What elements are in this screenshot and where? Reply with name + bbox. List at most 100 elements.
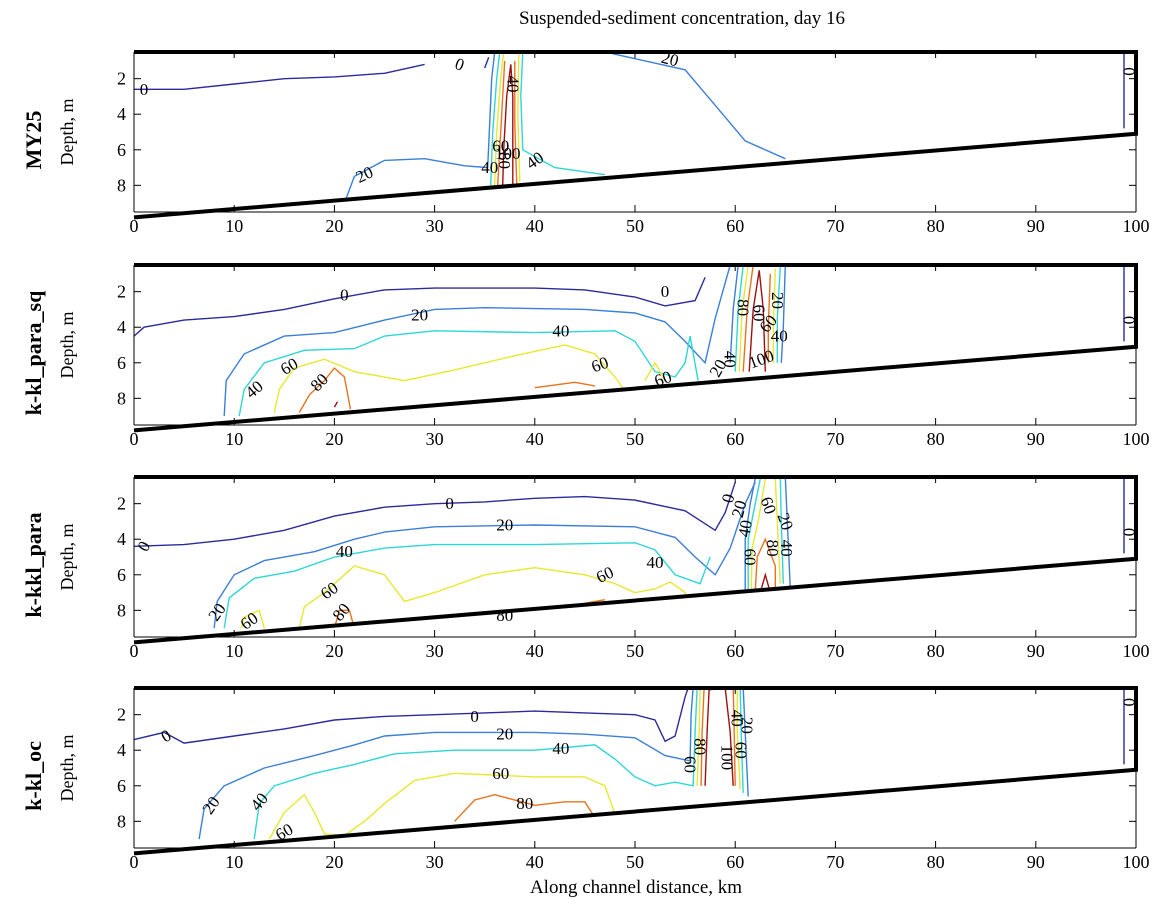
contour-label: 60 [317, 578, 342, 603]
x-tick-label: 100 [1123, 429, 1150, 449]
x-tick-label: 100 [1123, 216, 1150, 236]
contour-label: 100 [495, 144, 521, 163]
x-tick-label: 80 [927, 852, 945, 872]
x-tick-label: 40 [526, 641, 544, 661]
x-tick-label: 0 [130, 641, 139, 661]
contour-label: 40 [728, 710, 747, 727]
contour-label: 40 [771, 327, 788, 346]
contour-label: 80 [516, 794, 533, 813]
contour-label: 20 [768, 292, 787, 309]
contour-line [739, 687, 744, 793]
x-tick-label: 40 [526, 852, 544, 872]
contour-label: 80 [734, 299, 753, 316]
contour-line [514, 60, 518, 186]
contour-line [779, 476, 784, 584]
contour-label: 60 [756, 494, 780, 516]
y-tick-label: 6 [117, 565, 126, 585]
y-tick-label: 4 [117, 317, 126, 337]
contour-label: 60 [492, 764, 509, 783]
contour-line [238, 330, 699, 417]
contour-line [774, 478, 781, 584]
contour-line [333, 609, 356, 629]
contour-label: 40 [552, 321, 569, 340]
x-tick-label: 70 [826, 852, 844, 872]
x-tick-label: 70 [826, 429, 844, 449]
y-axis-label: Depth, m [57, 312, 77, 379]
contour-label: 40 [552, 739, 569, 758]
y-tick-label: 8 [117, 600, 126, 620]
contour-line [494, 51, 505, 186]
contour-line [223, 542, 711, 629]
contour-line [732, 687, 736, 786]
x-tick-label: 50 [626, 429, 644, 449]
x-tick-label: 20 [325, 641, 343, 661]
contour-label: 60 [750, 305, 769, 322]
x-tick-label: 40 [526, 216, 544, 236]
contour-label: 20 [496, 725, 513, 744]
contour-line [644, 361, 666, 381]
contour-label: 0 [134, 538, 155, 555]
x-tick-label: 10 [225, 429, 243, 449]
y-axis-label: Depth, m [57, 524, 77, 591]
y-tick-label: 4 [117, 529, 126, 549]
contour-label: 60 [732, 742, 751, 759]
contour-label: 60 [741, 549, 760, 566]
x-tick-label: 50 [626, 852, 644, 872]
y-axis-label: Depth, m [57, 735, 77, 802]
contour-line [298, 565, 691, 629]
x-tick-label: 90 [1027, 429, 1045, 449]
x-tick-label: 10 [225, 216, 243, 236]
contour-line [520, 51, 605, 176]
y-tick-label: 8 [117, 388, 126, 408]
figure-title: Suspended-sediment concentration, day 16 [519, 8, 845, 29]
x-tick-label: 20 [325, 429, 343, 449]
x-tick-label: 60 [726, 429, 744, 449]
x-tick-label: 30 [426, 429, 444, 449]
y-tick-label: 4 [117, 740, 126, 760]
contour-line [490, 51, 501, 186]
x-tick-label: 30 [426, 216, 444, 236]
contour-label: 40 [336, 542, 353, 561]
contour-label: 80 [763, 540, 782, 557]
contour-line [696, 687, 701, 786]
contour-label: 20 [728, 498, 751, 519]
contour-line [343, 51, 496, 204]
y-tick-label: 6 [117, 353, 126, 373]
contour-label: 80 [307, 370, 332, 395]
contour-line [780, 264, 786, 363]
contour-label: 40 [242, 377, 267, 402]
x-tick-label: 80 [927, 641, 945, 661]
x-tick-label: 70 [826, 216, 844, 236]
x-tick-label: 30 [426, 641, 444, 661]
contour-label: 20 [198, 793, 223, 818]
contour-line [738, 264, 749, 372]
x-tick-label: 0 [130, 852, 139, 872]
y-tick-label: 8 [117, 811, 126, 831]
contour-line [273, 344, 626, 413]
contour-line [747, 478, 761, 593]
contour-line [134, 63, 425, 90]
contour-label: 40 [721, 351, 740, 368]
contour-label: 20 [738, 717, 757, 734]
contour-label: 60 [589, 353, 611, 377]
contour-label: 0 [1119, 698, 1138, 707]
x-tick-label: 10 [225, 641, 243, 661]
contour-label: 0 [452, 54, 466, 75]
contour-line [240, 609, 265, 629]
contour-label: 0 [340, 286, 349, 305]
x-tick-label: 20 [325, 852, 343, 872]
contour-label: 80 [495, 152, 514, 169]
contour-line [744, 478, 756, 593]
x-tick-label: 90 [1027, 641, 1045, 661]
contour-line [517, 51, 521, 182]
contour-line [133, 482, 736, 547]
contour-line [497, 60, 506, 186]
contour-label: 0 [1119, 67, 1138, 76]
contour-label: 40 [647, 553, 664, 572]
contour-line [742, 687, 749, 797]
x-axis-label: Along channel distance, km [530, 877, 742, 898]
x-tick-label: 0 [130, 429, 139, 449]
contour-line [213, 482, 756, 629]
